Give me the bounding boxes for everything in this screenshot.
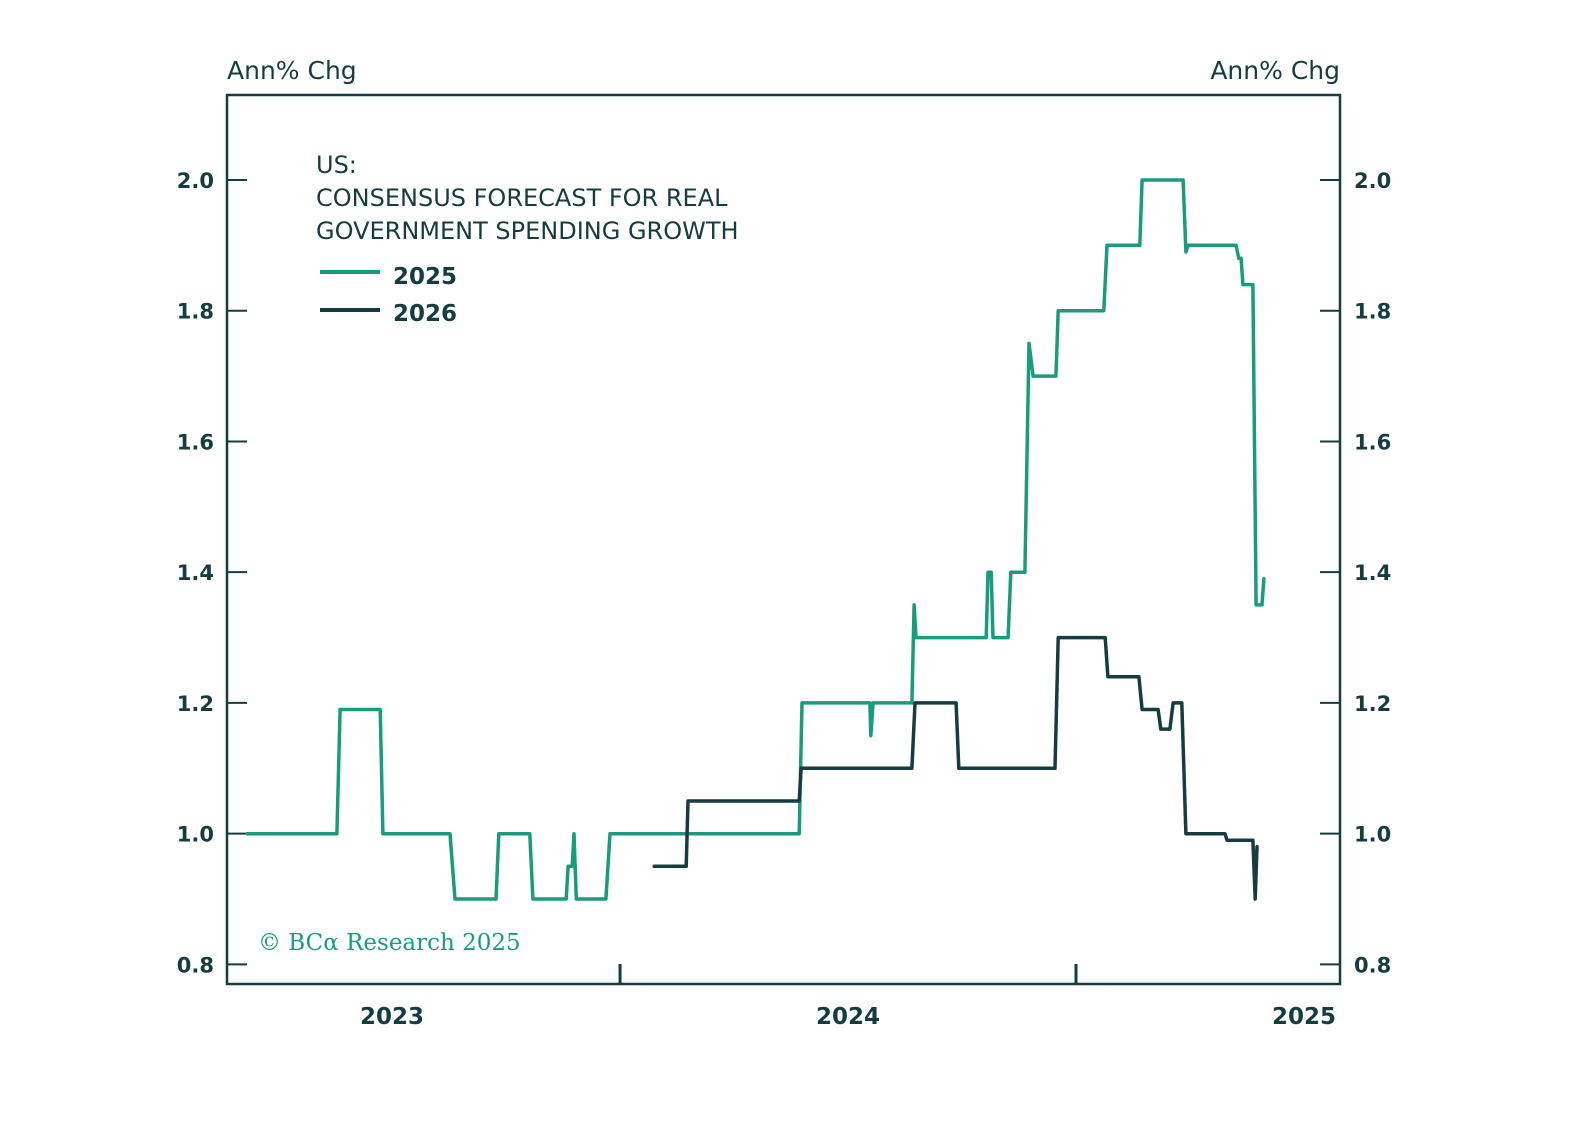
y-tick-label-right-1-0: 1.0 (1354, 823, 1391, 847)
y-tick-label-right-1-6: 1.6 (1354, 430, 1391, 454)
series-layer (245, 178, 1266, 901)
y-tick-label-right-1-8: 1.8 (1354, 300, 1391, 324)
y-tick-label-left-1-0: 1.0 (177, 823, 214, 847)
chart-title: US: (316, 151, 357, 179)
legend-label-2026: 2026 (393, 301, 457, 327)
series-line-2026 (652, 635, 1259, 901)
legend-item-2026: 2026 (320, 301, 457, 327)
legend: 2025 2026 (320, 264, 457, 327)
chart-title-block: US: CONSENSUS FORECAST FOR REAL GOVERNME… (316, 151, 739, 245)
series-line-2025 (245, 178, 1266, 901)
y-tick-label-left-1-6: 1.6 (177, 430, 214, 454)
x-tick-label-2025: 2025 (1272, 1004, 1336, 1030)
y-tick-label-left-2-0: 2.0 (177, 169, 214, 193)
y-tick-label-left-0-8: 0.8 (177, 953, 214, 977)
copyright-annotation: © BCα Research 2025 (258, 930, 521, 956)
y-tick-label-right-0-8: 0.8 (1354, 953, 1391, 977)
legend-label-2025: 2025 (393, 264, 457, 290)
chart-subtitle-line-1: CONSENSUS FORECAST FOR REAL (316, 184, 728, 212)
x-ticks: 2023 2024 2025 (360, 964, 1336, 1030)
plot-frame (225, 93, 1342, 986)
y-tick-label-right-1-4: 1.4 (1354, 561, 1391, 585)
y-tick-label-right-1-2: 1.2 (1354, 692, 1391, 716)
x-tick-label-2023: 2023 (360, 1004, 424, 1030)
legend-item-2025: 2025 (320, 264, 457, 290)
y-tick-label-left-1-8: 1.8 (177, 300, 214, 324)
x-tick-label-2024: 2024 (816, 1004, 880, 1030)
y-ticks-left: 0.8 1.0 1.2 1.4 1.6 1.8 2.0 (177, 169, 247, 977)
y-axis-unit-left: Ann% Chg (227, 56, 357, 85)
y-tick-label-left-1-4: 1.4 (177, 561, 214, 585)
chart-subtitle-line-2: GOVERNMENT SPENDING GROWTH (316, 217, 739, 245)
y-tick-label-left-1-2: 1.2 (177, 692, 214, 716)
y-tick-label-right-2-0: 2.0 (1354, 169, 1391, 193)
y-ticks-right: 0.8 1.0 1.2 1.4 1.6 1.8 2.0 (1320, 169, 1391, 977)
y-axis-unit-right: Ann% Chg (1210, 56, 1340, 85)
